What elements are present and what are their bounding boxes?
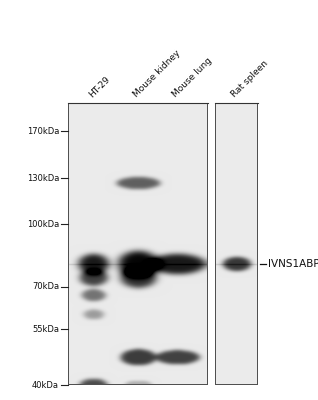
Text: Rat spleen: Rat spleen (230, 59, 270, 99)
Text: HT-29: HT-29 (87, 74, 112, 99)
Text: Mouse kidney: Mouse kidney (132, 48, 182, 99)
Text: 130kDa: 130kDa (27, 174, 59, 183)
Text: 55kDa: 55kDa (32, 325, 59, 334)
Text: Mouse lung: Mouse lung (171, 56, 214, 99)
Text: 100kDa: 100kDa (27, 220, 59, 229)
Text: IVNS1ABP: IVNS1ABP (268, 258, 318, 268)
Text: 170kDa: 170kDa (27, 127, 59, 136)
Text: 70kDa: 70kDa (32, 282, 59, 292)
Text: 40kDa: 40kDa (32, 380, 59, 390)
